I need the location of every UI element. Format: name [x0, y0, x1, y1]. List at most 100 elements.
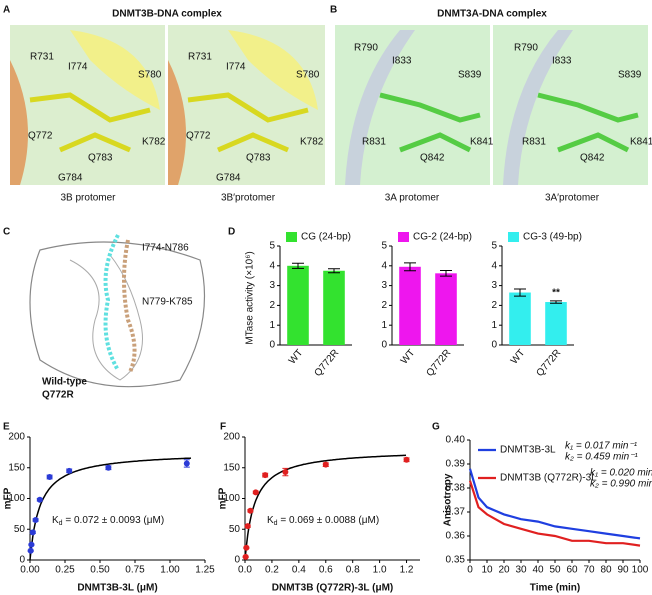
bar [287, 265, 309, 345]
y-tick-label: 50 [229, 524, 241, 535]
y-tick-label: 5 [381, 241, 387, 252]
x-tick-label: WT [399, 348, 417, 367]
y-tick-label: 0.38 [446, 483, 466, 494]
panel-letter: G [432, 422, 440, 433]
x-tick-label: 0.50 [90, 565, 110, 576]
x-tick-label: WT [509, 348, 527, 367]
data-point [46, 473, 53, 480]
y-tick-label: 3 [491, 280, 497, 291]
residue-label: I774 [226, 62, 246, 73]
residue-label: S839 [618, 70, 642, 81]
data-point [36, 496, 43, 503]
series-line [468, 468, 641, 540]
y-tick-label: 0.40 [446, 435, 466, 446]
x-tick-label: 1.2 [400, 565, 414, 576]
y-tick-label: 150 [8, 462, 25, 473]
residue-label: R790 [354, 43, 378, 54]
x-tick-label: 0.0 [238, 565, 252, 576]
legend-swatch [286, 232, 297, 242]
data-point [322, 461, 329, 468]
y-tick-label: 5 [269, 241, 275, 252]
y-tick-label: 0 [381, 340, 387, 351]
data-point [262, 472, 269, 479]
y-tick-label: 0 [491, 340, 497, 351]
x-tick-label: 0.75 [125, 565, 145, 576]
x-tick-label: 50 [549, 565, 561, 576]
annotation-text: = 0.072 ± 0.0093 (μM) [63, 515, 165, 526]
y-tick-label: 2 [491, 300, 497, 311]
x-tick-label: 0.2 [265, 565, 279, 576]
panel-letter: A [3, 5, 10, 16]
residue-label: G784 [58, 173, 83, 184]
error-bar [328, 268, 340, 274]
residue-label: G784 [216, 173, 241, 184]
x-tick-label: 0.4 [292, 565, 306, 576]
annotation-subscript: d [274, 520, 278, 527]
y-axis-label: mFP [218, 487, 229, 509]
y-tick-label: 1 [491, 320, 497, 331]
y-axis-label: MTase activity (×10⁶) [245, 251, 256, 344]
sticks [537, 92, 639, 153]
y-tick-label: 1 [269, 320, 275, 331]
x-axis-label: DNMT3B-3L (μM) [77, 583, 157, 594]
legend-label: CG-3 (49-bp) [523, 232, 582, 243]
residue-label: R790 [514, 43, 538, 54]
residue-label: Q772 [186, 131, 211, 142]
residue-label: S780 [296, 70, 320, 81]
panel-letter: C [3, 227, 10, 238]
significance: ** [552, 287, 560, 298]
residue-label: K782 [300, 137, 324, 148]
error-bar [514, 288, 526, 297]
annotation-symbol: K [52, 515, 59, 526]
data-point [28, 541, 35, 548]
x-axis-label: Time (min) [530, 583, 580, 594]
rate-constant: k₁ = 0.020 min⁻¹ [590, 468, 652, 479]
y-tick-label: 2 [381, 300, 387, 311]
x-tick-label: WT [287, 348, 305, 367]
y-tick-label: 3 [381, 280, 387, 291]
data-point [242, 553, 249, 560]
caption: 3B′protomer [221, 193, 276, 204]
legend-label: Wild-type [42, 377, 87, 388]
x-tick-label: 80 [600, 565, 612, 576]
y-tick-label: 0.37 [446, 507, 466, 518]
y-tick-label: 0 [234, 555, 240, 566]
legend-swatch [508, 232, 519, 242]
outline [29, 241, 206, 388]
x-tick-label: 1.25 [195, 565, 215, 576]
annotation: Kd = 0.069 ± 0.0088 (μM) [267, 515, 379, 527]
x-tick-label: 30 [515, 565, 527, 576]
error-bar [292, 262, 304, 269]
dna [503, 30, 573, 185]
legend-label: CG (24-bp) [301, 232, 351, 243]
annotation: Kd = 0.072 ± 0.0093 (μM) [52, 515, 164, 527]
y-axis-label: mFP [3, 487, 14, 509]
residue-label: Q842 [580, 153, 605, 164]
annotation-subscript: d [59, 520, 63, 527]
region-label: N779-K785 [142, 297, 193, 308]
y-tick-label: 4 [269, 260, 275, 271]
panel-letter: E [3, 422, 10, 433]
x-tick-label: 20 [498, 565, 510, 576]
legend-label: CG-2 (24-bp) [413, 232, 472, 243]
rate-constant: k₂ = 0.459 min⁻¹ [565, 452, 638, 463]
residue-label: Q842 [420, 153, 445, 164]
residue-label: I833 [392, 56, 412, 67]
loop-q772r [103, 234, 120, 372]
y-tick-label: 0 [269, 340, 275, 351]
x-tick-label: 1.00 [160, 565, 180, 576]
x-axis-label: DNMT3B (Q772R)-3L (μM) [272, 583, 394, 594]
dna [168, 60, 186, 185]
residue-label: K841 [630, 137, 652, 148]
y-tick-label: 5 [491, 241, 497, 252]
residue-label: K841 [470, 137, 494, 148]
error-bar [440, 270, 452, 277]
y-tick-label: 0.39 [446, 459, 466, 470]
x-tick-label: 0.8 [346, 565, 360, 576]
annotation-symbol: K [267, 515, 274, 526]
data-point [32, 517, 39, 524]
residue-label: R831 [522, 137, 546, 148]
bar [509, 292, 531, 345]
series-line [468, 480, 641, 547]
residue-label: I774 [68, 62, 88, 73]
